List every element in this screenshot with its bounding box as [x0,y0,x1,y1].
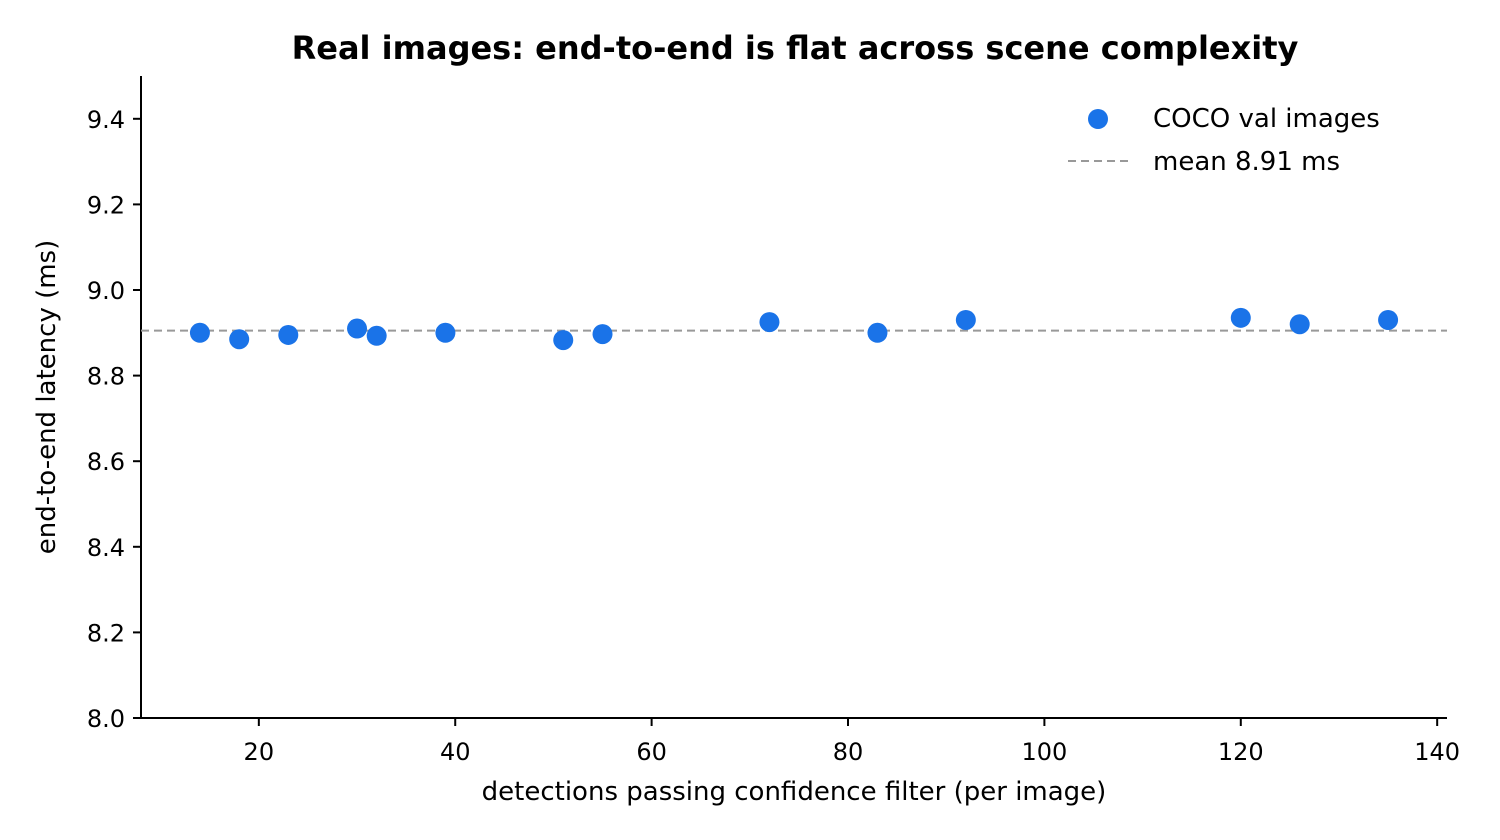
legend-label-coco: COCO val images [1153,104,1380,134]
x-tick-label: 40 [440,738,471,766]
legend-label-mean: mean 8.91 ms [1153,147,1340,177]
y-tick-label: 8.0 [87,705,125,733]
data-point [1230,307,1251,328]
y-tick-label: 8.6 [87,448,125,476]
data-point [229,329,250,350]
data-point [553,330,574,351]
y-ticks: 8.0 8.2 8.4 8.6 8.8 9.0 9.2 9.4 [87,106,141,733]
data-points [189,307,1399,351]
y-tick-label: 9.2 [87,191,125,219]
data-point [867,322,888,343]
x-tick-label: 120 [1218,738,1264,766]
x-ticks: 20 40 60 80 100 120 140 [244,718,1460,766]
y-tick-label: 9.0 [87,277,125,305]
data-point [189,322,210,343]
data-point [435,322,456,343]
y-tick-label: 8.8 [87,363,125,391]
data-point [366,325,387,346]
data-point [347,318,368,339]
y-tick-label: 8.4 [87,534,125,562]
y-tick-label: 9.4 [87,106,125,134]
data-point [278,324,299,345]
x-tick-label: 80 [833,738,864,766]
y-tick-label: 8.2 [87,619,125,647]
x-tick-label: 60 [636,738,667,766]
chart-title: Real images: end-to-end is flat across s… [292,29,1299,67]
x-tick-label: 20 [244,738,275,766]
x-tick-label: 140 [1414,738,1460,766]
y-axis-label: end-to-end latency (ms) [32,240,62,555]
x-tick-label: 100 [1021,738,1067,766]
legend: COCO val images mean 8.91 ms [1068,104,1380,177]
plot-area: 20 40 60 80 100 120 140 8.0 8.2 8.4 8.6 8.8 9.0 9.2 9… [87,76,1460,766]
data-point [759,312,780,333]
legend-marker-coco [1088,109,1108,129]
data-point [1378,309,1399,330]
data-point [1289,314,1310,335]
x-axis-label: detections passing confidence filter (pe… [482,777,1107,807]
data-point [955,309,976,330]
data-point [592,324,613,345]
